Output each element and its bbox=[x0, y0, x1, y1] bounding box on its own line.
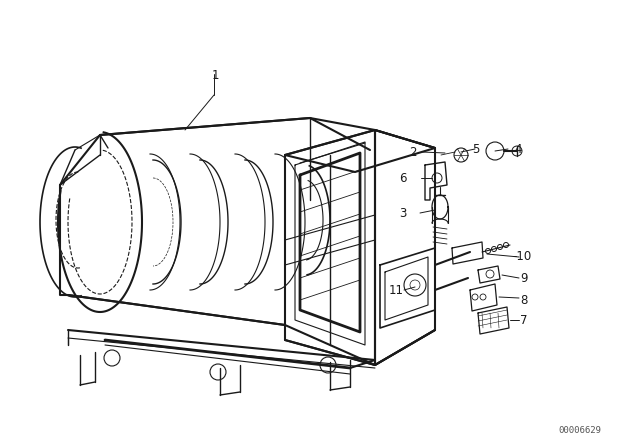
Text: -10: -10 bbox=[513, 250, 532, 263]
Text: 7: 7 bbox=[520, 314, 528, 327]
Text: 2: 2 bbox=[409, 146, 417, 159]
Text: 3: 3 bbox=[399, 207, 406, 220]
Text: 4: 4 bbox=[515, 142, 522, 155]
Text: 00006629: 00006629 bbox=[559, 426, 602, 435]
Text: 9: 9 bbox=[520, 271, 528, 284]
Text: 5: 5 bbox=[472, 142, 480, 155]
Text: 8: 8 bbox=[520, 293, 528, 306]
Text: 11: 11 bbox=[388, 284, 403, 297]
Text: 1: 1 bbox=[211, 69, 219, 82]
Text: 6: 6 bbox=[399, 172, 407, 185]
